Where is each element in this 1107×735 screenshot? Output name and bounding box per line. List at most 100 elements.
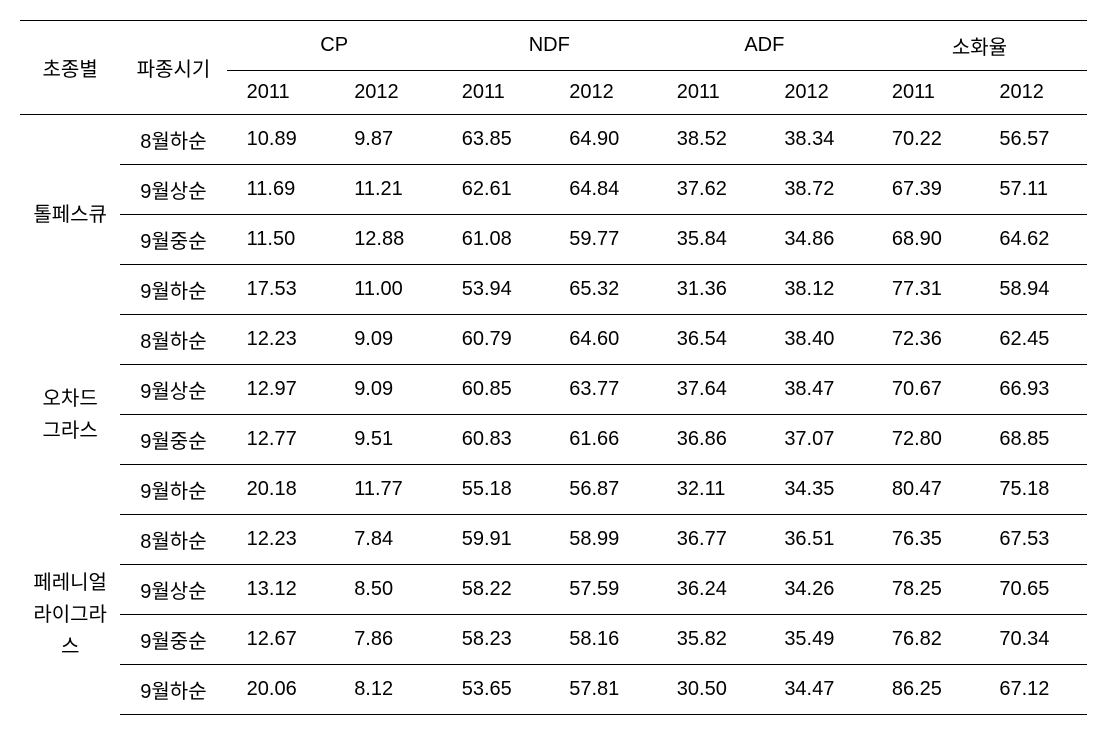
- value-cell: 60.85: [442, 365, 550, 415]
- value-cell: 38.47: [764, 365, 872, 415]
- period-cell: 9월상순: [120, 365, 226, 415]
- value-cell: 17.53: [227, 265, 335, 315]
- value-cell: 37.64: [657, 365, 765, 415]
- value-cell: 70.34: [979, 615, 1087, 665]
- value-cell: 34.47: [764, 665, 872, 715]
- value-cell: 58.22: [442, 565, 550, 615]
- value-cell: 59.77: [549, 215, 657, 265]
- header-group-ndf: NDF: [442, 21, 657, 71]
- value-cell: 72.80: [872, 415, 980, 465]
- data-table: 초종별 파종시기 CP NDF ADF 소화율 2011 2012 2011 2…: [20, 20, 1087, 715]
- value-cell: 53.94: [442, 265, 550, 315]
- value-cell: 11.50: [227, 215, 335, 265]
- header-year: 2011: [442, 71, 550, 115]
- value-cell: 60.83: [442, 415, 550, 465]
- value-cell: 63.77: [549, 365, 657, 415]
- value-cell: 67.53: [979, 515, 1087, 565]
- period-cell: 9월중순: [120, 215, 226, 265]
- value-cell: 60.79: [442, 315, 550, 365]
- value-cell: 55.18: [442, 465, 550, 515]
- value-cell: 9.09: [334, 315, 442, 365]
- value-cell: 53.65: [442, 665, 550, 715]
- value-cell: 68.85: [979, 415, 1087, 465]
- value-cell: 70.22: [872, 115, 980, 165]
- value-cell: 66.93: [979, 365, 1087, 415]
- value-cell: 64.60: [549, 315, 657, 365]
- value-cell: 31.36: [657, 265, 765, 315]
- value-cell: 36.86: [657, 415, 765, 465]
- value-cell: 38.40: [764, 315, 872, 365]
- value-cell: 58.23: [442, 615, 550, 665]
- value-cell: 10.89: [227, 115, 335, 165]
- header-year: 2011: [872, 71, 980, 115]
- period-cell: 9월하순: [120, 265, 226, 315]
- period-cell: 9월하순: [120, 665, 226, 715]
- value-cell: 57.81: [549, 665, 657, 715]
- value-cell: 78.25: [872, 565, 980, 615]
- value-cell: 13.12: [227, 565, 335, 615]
- value-cell: 12.77: [227, 415, 335, 465]
- period-cell: 9월상순: [120, 565, 226, 615]
- value-cell: 86.25: [872, 665, 980, 715]
- value-cell: 67.12: [979, 665, 1087, 715]
- value-cell: 11.77: [334, 465, 442, 515]
- value-cell: 12.23: [227, 315, 335, 365]
- value-cell: 35.82: [657, 615, 765, 665]
- value-cell: 58.99: [549, 515, 657, 565]
- value-cell: 76.82: [872, 615, 980, 665]
- value-cell: 72.36: [872, 315, 980, 365]
- value-cell: 37.62: [657, 165, 765, 215]
- header-year: 2012: [764, 71, 872, 115]
- value-cell: 76.35: [872, 515, 980, 565]
- species-name-line: 오차드: [43, 388, 98, 410]
- period-cell: 9월중순: [120, 415, 226, 465]
- value-cell: 9.09: [334, 365, 442, 415]
- header-year: 2011: [227, 71, 335, 115]
- value-cell: 58.94: [979, 265, 1087, 315]
- value-cell: 57.59: [549, 565, 657, 615]
- value-cell: 11.00: [334, 265, 442, 315]
- value-cell: 59.91: [442, 515, 550, 565]
- value-cell: 38.12: [764, 265, 872, 315]
- value-cell: 80.47: [872, 465, 980, 515]
- value-cell: 34.86: [764, 215, 872, 265]
- value-cell: 36.51: [764, 515, 872, 565]
- header-year: 2012: [334, 71, 442, 115]
- value-cell: 9.51: [334, 415, 442, 465]
- value-cell: 62.45: [979, 315, 1087, 365]
- value-cell: 8.12: [334, 665, 442, 715]
- species-name-line: 페레니얼: [33, 572, 107, 594]
- value-cell: 68.90: [872, 215, 980, 265]
- value-cell: 61.66: [549, 415, 657, 465]
- value-cell: 34.35: [764, 465, 872, 515]
- value-cell: 70.67: [872, 365, 980, 415]
- value-cell: 38.34: [764, 115, 872, 165]
- value-cell: 58.16: [549, 615, 657, 665]
- value-cell: 75.18: [979, 465, 1087, 515]
- value-cell: 36.24: [657, 565, 765, 615]
- value-cell: 35.84: [657, 215, 765, 265]
- value-cell: 12.67: [227, 615, 335, 665]
- header-year: 2011: [657, 71, 765, 115]
- value-cell: 38.52: [657, 115, 765, 165]
- species-name-line: 그라스: [43, 420, 98, 442]
- value-cell: 56.57: [979, 115, 1087, 165]
- value-cell: 77.31: [872, 265, 980, 315]
- value-cell: 35.49: [764, 615, 872, 665]
- header-year: 2012: [979, 71, 1087, 115]
- value-cell: 20.18: [227, 465, 335, 515]
- value-cell: 8.50: [334, 565, 442, 615]
- value-cell: 9.87: [334, 115, 442, 165]
- value-cell: 64.84: [549, 165, 657, 215]
- value-cell: 62.61: [442, 165, 550, 215]
- value-cell: 7.84: [334, 515, 442, 565]
- value-cell: 34.26: [764, 565, 872, 615]
- value-cell: 65.32: [549, 265, 657, 315]
- value-cell: 64.62: [979, 215, 1087, 265]
- period-cell: 9월중순: [120, 615, 226, 665]
- period-cell: 8월하순: [120, 115, 226, 165]
- value-cell: 12.88: [334, 215, 442, 265]
- header-group-cp: CP: [227, 21, 442, 71]
- value-cell: 63.85: [442, 115, 550, 165]
- value-cell: 61.08: [442, 215, 550, 265]
